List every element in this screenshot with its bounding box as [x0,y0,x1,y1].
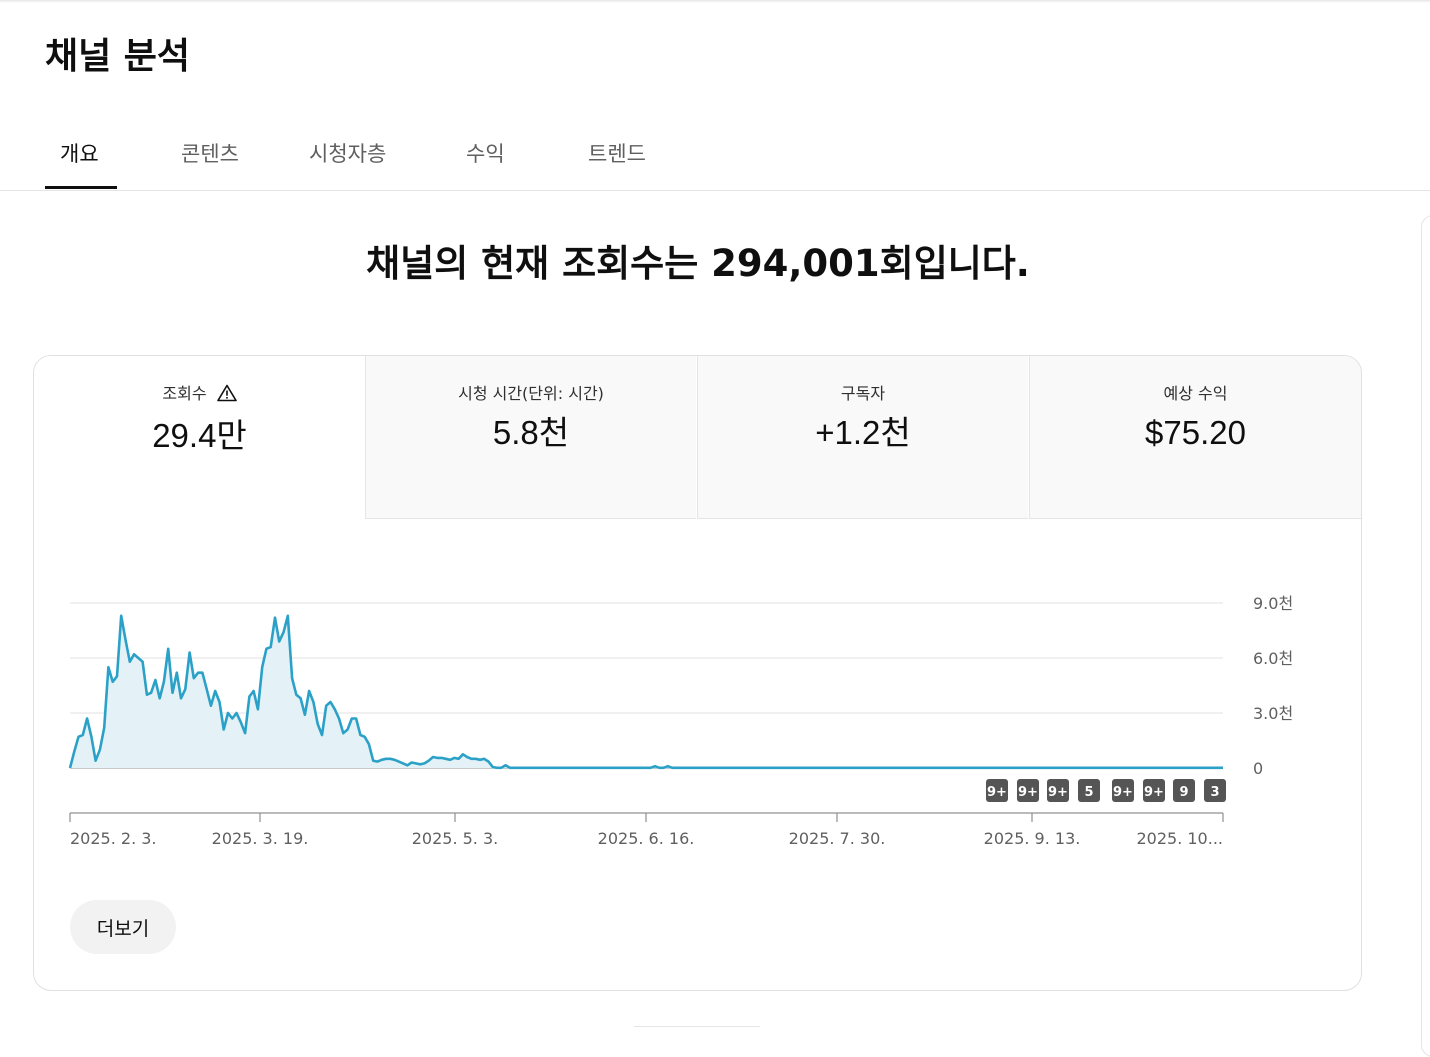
content-badge[interactable]: 9+ [1017,779,1039,802]
metric-label: 조회수 [34,383,365,408]
metric-value: 5.8천 [492,414,570,451]
tab-overview[interactable]: 개요 [60,142,99,166]
metric-value: 29.4만 [152,417,247,454]
metrics-card: 조회수 29.4만 시청 시간(단위: 시간) 5.8천 구독자 +1.2천 예… [33,355,1362,991]
x-tick-label: 2025. 10... [1136,829,1223,848]
tab-trends[interactable]: 트렌드 [588,142,646,166]
x-tick-label: 2025. 3. 19. [212,829,309,848]
y-tick-label: 0 [1253,759,1263,778]
metric-label: 시청 시간(단위: 시간) [458,384,604,403]
content-badge[interactable]: 5 [1078,779,1100,802]
y-tick-label: 9.0천 [1253,594,1293,613]
series-line [68,614,1223,770]
badge-label: 9 [1179,785,1188,800]
more-button[interactable]: 더보기 [70,900,176,954]
metric-tab-revenue[interactable]: 예상 수익 $75.20 [1029,356,1361,519]
active-tab-indicator [45,186,117,189]
badge-label: 5 [1084,785,1093,800]
metric-value: +1.2천 [815,414,911,451]
content-badge[interactable]: 3 [1204,779,1226,802]
x-tick-label: 2025. 7. 30. [789,829,886,848]
top-shadow [0,0,1430,3]
y-tick-label: 6.0천 [1253,649,1293,668]
badge-label: 9+ [1048,785,1068,800]
metric-tab-watch-time[interactable]: 시청 시간(단위: 시간) 5.8천 [365,356,696,519]
page-title: 채널 분석 [45,36,191,77]
section-divider [634,1026,760,1027]
views-headline: 채널의 현재 조회수는 294,001회입니다. [366,242,1030,285]
x-tick-label: 2025. 6. 16. [598,829,695,848]
warning-icon[interactable] [216,384,237,408]
metric-value: $75.20 [1145,414,1246,451]
x-tick-label: 2025. 9. 13. [984,829,1081,848]
x-tick-label: 2025. 2. 3. [70,829,157,848]
tab-revenue[interactable]: 수익 [466,142,505,166]
content-badge[interactable]: 9+ [1047,779,1069,802]
content-badge[interactable]: 9+ [986,779,1008,802]
y-tick-label: 3.0천 [1253,704,1293,723]
badge-label: 9+ [1144,785,1164,800]
content-badge[interactable]: 9 [1173,779,1195,802]
metric-tab-views[interactable]: 조회수 29.4만 [34,356,365,519]
area-fill [70,615,1223,768]
tab-content[interactable]: 콘텐츠 [181,142,239,166]
tab-bar: 개요 콘텐츠 시청자층 수익 트렌드 [0,120,1430,191]
badge-label: 9+ [1113,785,1133,800]
metric-label: 예상 수익 [1163,384,1228,403]
tab-audience[interactable]: 시청자층 [309,142,387,166]
content-badge[interactable]: 9+ [1143,779,1165,802]
x-tick-label: 2025. 5. 3. [412,829,499,848]
metric-tab-subscribers[interactable]: 구독자 +1.2천 [697,356,1028,519]
metric-label: 구독자 [840,384,886,403]
badge-label: 3 [1210,785,1219,800]
badge-label: 9+ [987,785,1007,800]
metric-label-text: 조회수 [162,384,207,403]
badge-label: 9+ [1018,785,1038,800]
content-badge[interactable]: 9+ [1112,779,1134,802]
